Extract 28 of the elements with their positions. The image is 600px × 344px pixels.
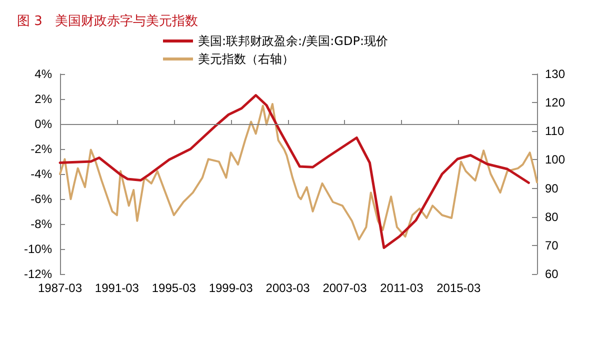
y-tick-label: -10% (24, 242, 52, 256)
y-tick-label: 2% (34, 92, 52, 106)
x-tick-label: 1999-03 (208, 281, 254, 295)
x-tick-label: 1995-03 (152, 281, 196, 295)
y-tick-label: -12% (24, 267, 52, 281)
y-tick-label: 0% (34, 117, 52, 131)
y2-tick-label: 110 (545, 124, 564, 138)
x-tick-label: 2015-03 (436, 281, 481, 295)
y2-tick-label: 70 (545, 238, 559, 252)
x-tick-label: 1987-03 (38, 281, 82, 295)
legend-label: 美元指数（右轴） (198, 52, 294, 66)
y2-tick-label: 100 (545, 152, 566, 167)
y2-tick-label: 130 (545, 67, 566, 81)
y-tick-label: -6% (30, 192, 52, 206)
x-tick-label: 2007-03 (322, 281, 368, 295)
x-tick-label: 2003-03 (266, 281, 310, 295)
chart-title: 图 3 美国财政赤字与美元指数 (17, 13, 198, 29)
y-tick-label: -2% (30, 142, 52, 156)
y2-tick-label: 120 (545, 96, 566, 110)
y2-tick-label: 90 (545, 181, 559, 196)
y-tick-label: 4% (34, 67, 52, 81)
y-tick-label: -8% (30, 217, 52, 231)
x-tick-label: 2011-03 (380, 281, 424, 295)
y2-tick-label: 60 (545, 267, 559, 281)
legend-label: 美国:联邦财政盈余:/美国:GDP:现价 (198, 34, 388, 48)
y-tick-label: -4% (30, 167, 52, 181)
x-tick-label: 1991-03 (94, 281, 140, 295)
y2-tick-label: 80 (545, 210, 559, 224)
